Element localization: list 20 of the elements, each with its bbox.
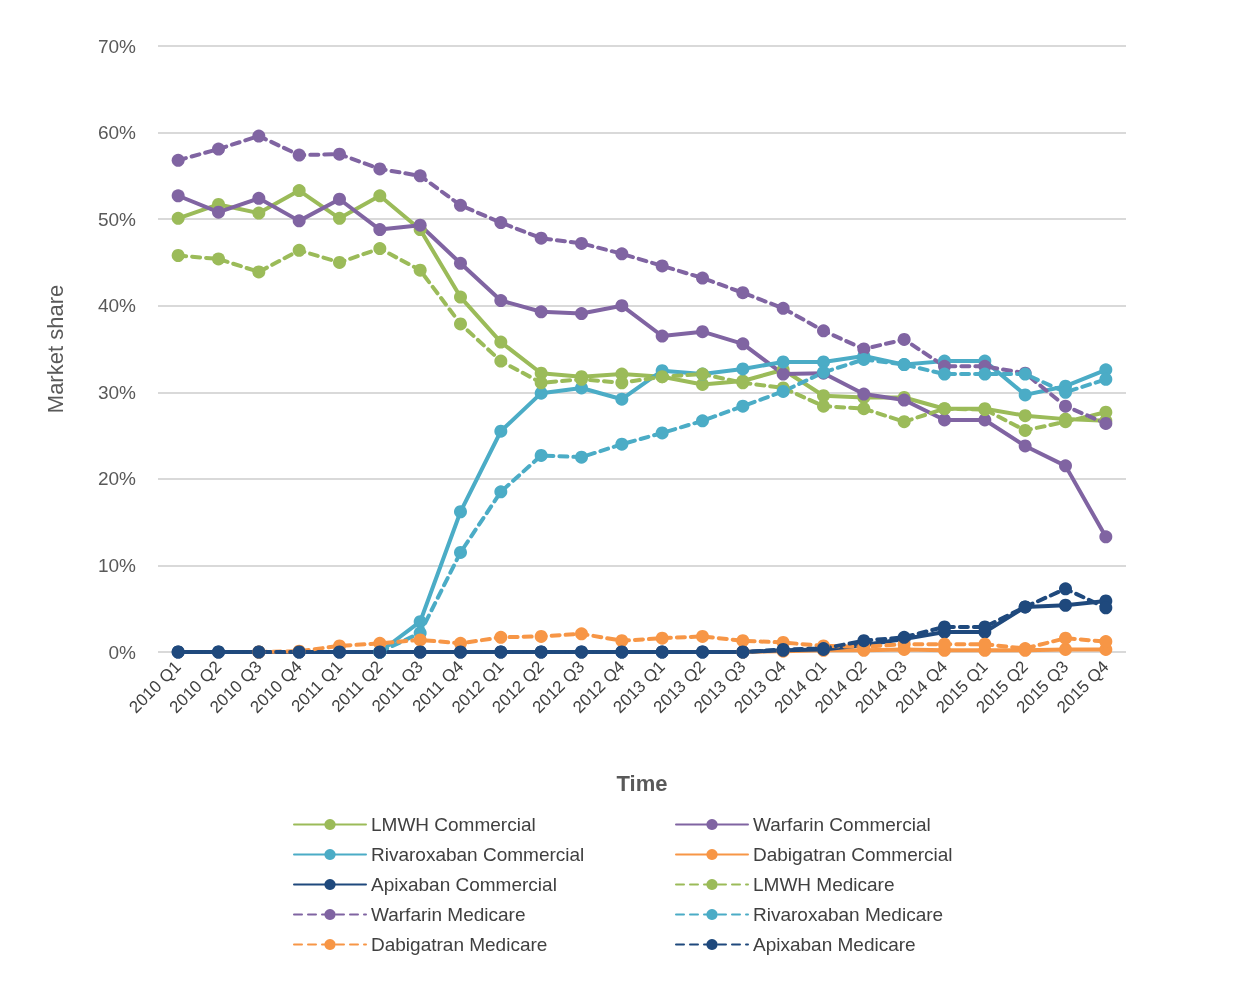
legend-label: LMWH Medicare [753, 874, 895, 895]
y-tick-label: 60% [97, 122, 137, 144]
legend-label: LMWH Commercial [371, 814, 536, 835]
y-tick-label: 50% [97, 208, 137, 230]
legend-label: Apixaban Commercial [371, 874, 557, 895]
y-axis-title: Market share [42, 284, 68, 414]
y-tick-label: 0% [108, 641, 137, 663]
legend-label: Dabigatran Commercial [753, 844, 953, 865]
y-tick-label: 70% [97, 35, 137, 57]
legend-label: Apixaban Medicare [753, 934, 916, 955]
legend-label: Dabigatran Medicare [371, 934, 548, 955]
y-tick-label: 20% [97, 468, 137, 490]
y-tick-label: 30% [97, 381, 137, 403]
legend-label: Rivaroxaban Commercial [371, 844, 585, 865]
legend-label: Rivaroxaban Medicare [753, 904, 944, 925]
x-axis-title: Time [616, 770, 668, 796]
y-tick-label: 40% [97, 295, 137, 317]
y-tick-label: 10% [97, 554, 137, 576]
legend-label: Warfarin Medicare [371, 904, 526, 925]
legend-label: Warfarin Commercial [753, 814, 931, 835]
